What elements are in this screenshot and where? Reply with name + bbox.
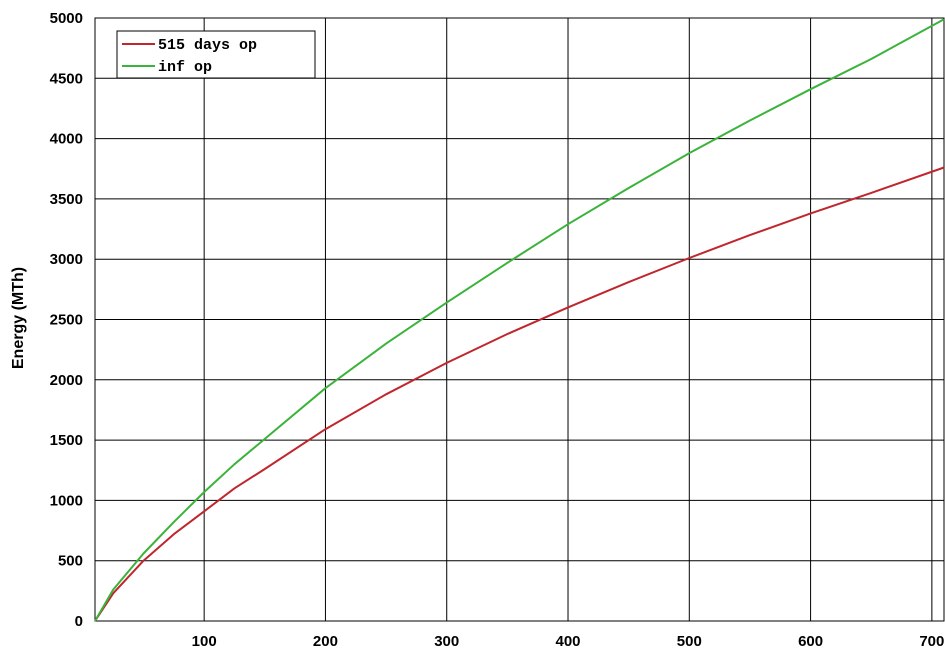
legend-label-515-days-op: 515 days op [158, 37, 257, 54]
x-axis: 100 200 300 400 500 600 700 [192, 633, 945, 650]
legend-label-inf-op: inf op [158, 59, 212, 76]
y-tick-label: 3500 [50, 191, 83, 208]
legend: 515 days op inf op [116, 30, 316, 79]
y-tick-label: 3000 [50, 251, 83, 268]
x-tick-label: 500 [677, 633, 702, 650]
y-tick-label: 0 [75, 613, 83, 630]
y-tick-label: 2000 [50, 372, 83, 389]
y-tick-label: 4500 [50, 70, 83, 87]
x-tick-label: 600 [798, 633, 823, 650]
plot-frame [94, 17, 945, 622]
y-axis-label: Energy (MTh) [10, 267, 27, 369]
x-tick-label: 300 [434, 633, 459, 650]
series-line-1 [94, 18, 945, 622]
series-layer [94, 18, 945, 622]
x-tick-label: 200 [313, 633, 338, 650]
y-tick-label: 500 [58, 553, 83, 570]
x-tick-label: 100 [192, 633, 217, 650]
y-tick-label: 1000 [50, 492, 83, 509]
y-tick-label: 1500 [50, 432, 83, 449]
legend-box [116, 30, 316, 79]
y-tick-label: 5000 [50, 10, 83, 27]
x-tick-label: 400 [555, 633, 580, 650]
series-line-0 [94, 166, 945, 622]
y-axis: 0 500 1000 1500 2000 2500 3000 3500 4000 4500 5000 [50, 10, 83, 630]
y-tick-label: 4000 [50, 131, 83, 148]
y-tick-label: 2500 [50, 312, 83, 329]
x-tick-label: 700 [919, 633, 944, 650]
